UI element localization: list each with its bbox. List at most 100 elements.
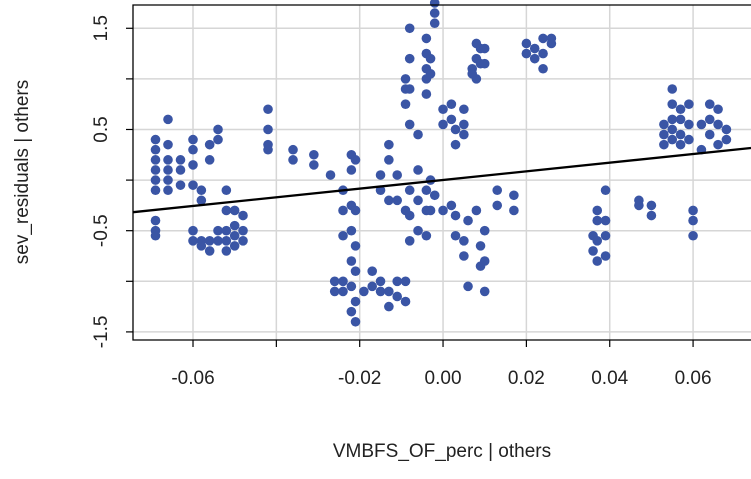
point (163, 155, 173, 165)
point (229, 220, 240, 231)
point (404, 119, 415, 130)
plot-frame (132, 4, 751, 341)
point (429, 0, 440, 8)
point (446, 114, 457, 125)
point (509, 205, 519, 216)
point (450, 230, 461, 241)
point (529, 53, 540, 64)
y-tick-label: -1.5 (91, 316, 112, 349)
point (404, 84, 415, 94)
point (684, 99, 694, 109)
point (221, 246, 232, 256)
point (413, 195, 423, 206)
point (538, 48, 548, 59)
y-tick-label: -0.5 (91, 214, 112, 247)
point (438, 104, 448, 115)
fit (132, 146, 751, 214)
point (459, 251, 469, 261)
point (413, 129, 423, 140)
point (367, 281, 377, 292)
point (446, 200, 457, 211)
y-axis-title: sev_residuals | others (12, 80, 33, 264)
point (338, 276, 348, 287)
point (667, 134, 678, 145)
point (221, 236, 232, 246)
point (400, 276, 411, 287)
point (684, 134, 694, 145)
point (479, 58, 490, 69)
point (309, 149, 319, 160)
point (475, 241, 486, 251)
point (384, 286, 394, 297)
point (350, 205, 361, 216)
point (163, 185, 173, 196)
point (704, 99, 715, 109)
point (163, 175, 173, 185)
point (204, 236, 215, 246)
point (213, 124, 223, 135)
point (188, 236, 198, 246)
point (329, 276, 340, 287)
point (150, 155, 161, 165)
point (204, 139, 215, 150)
x-tick-label: 0.04 (591, 368, 628, 389)
point (634, 200, 644, 211)
point (196, 185, 207, 196)
point (592, 215, 603, 226)
point (521, 38, 532, 49)
point (175, 165, 186, 175)
point (163, 114, 173, 125)
point (338, 230, 348, 241)
grid (133, 5, 751, 340)
point (479, 286, 490, 297)
point (463, 215, 473, 226)
point (438, 119, 448, 130)
point (375, 170, 386, 180)
point (375, 276, 386, 287)
point (659, 119, 669, 130)
point (450, 210, 461, 221)
point (404, 236, 415, 246)
x-tick-label: 0.00 (425, 368, 462, 389)
point (404, 23, 415, 34)
point (592, 236, 603, 246)
y-tick-label: 1.5 (91, 15, 112, 41)
point (288, 155, 298, 165)
point (367, 266, 377, 276)
point (438, 205, 448, 216)
point (150, 165, 161, 175)
point (188, 225, 198, 236)
point (384, 155, 394, 165)
point (529, 43, 540, 54)
point (509, 190, 519, 201)
point (213, 134, 223, 145)
point (400, 99, 411, 109)
point (359, 286, 369, 297)
point (346, 165, 357, 175)
point (688, 215, 698, 226)
point (667, 114, 678, 125)
point (546, 38, 557, 49)
point (429, 190, 440, 201)
point (713, 139, 723, 150)
point (721, 134, 732, 145)
point (459, 236, 469, 246)
x-tick-label: 0.06 (675, 368, 712, 389)
point (446, 99, 457, 109)
point (429, 18, 440, 29)
point (150, 185, 161, 196)
point (188, 180, 198, 190)
axes: -0.06 -0.02 0.00 0.02 0.04 0.06 -1.5 -0.5 0.5 1.5 (91, 4, 751, 389)
point (667, 124, 678, 135)
point (721, 124, 732, 135)
point (696, 119, 707, 130)
point (667, 84, 678, 94)
point (471, 74, 482, 84)
point (175, 180, 186, 190)
point (188, 134, 198, 145)
point (421, 33, 432, 44)
point (229, 241, 240, 251)
point (600, 251, 611, 261)
